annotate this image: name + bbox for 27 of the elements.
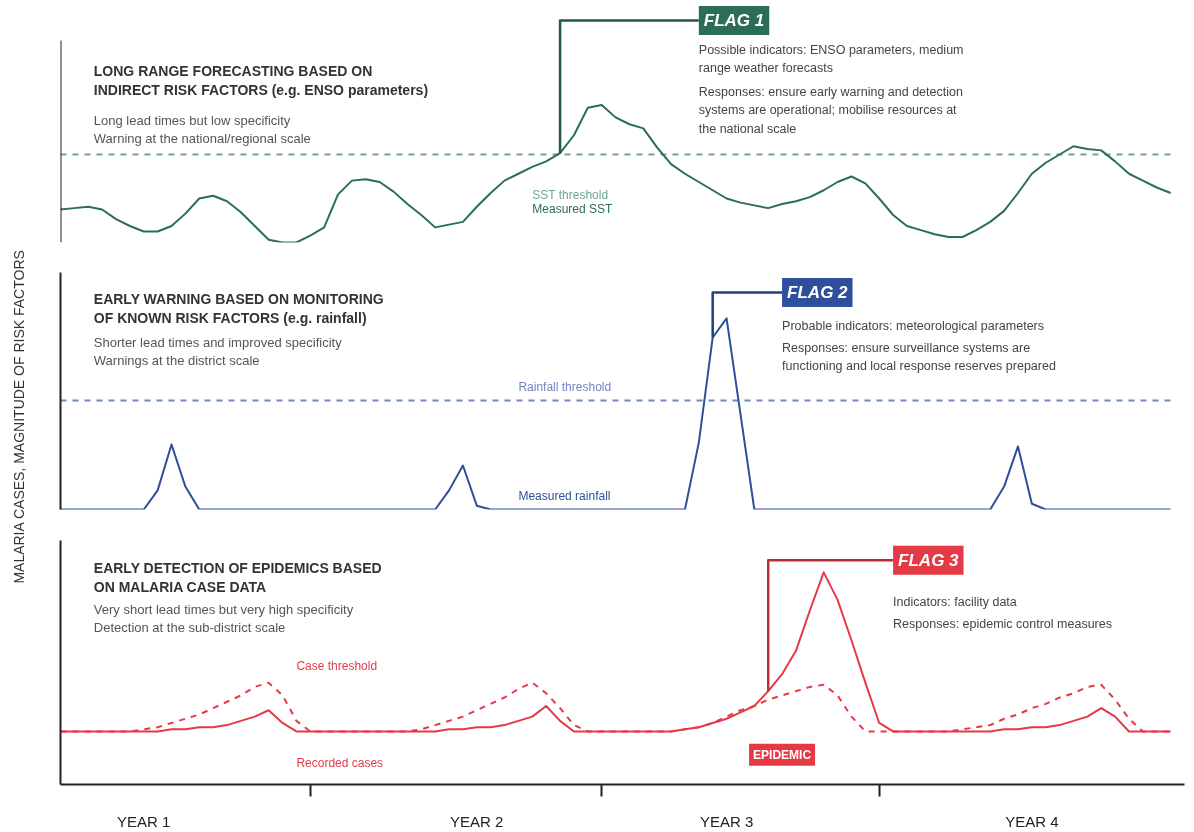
text: FLAG 1 bbox=[703, 11, 765, 30]
annotation: EPIDEMIC bbox=[753, 747, 812, 762]
x-tick-label: YEAR 1 bbox=[117, 812, 171, 830]
text: Recorded cases bbox=[296, 756, 384, 771]
text: Shorter lead times and improved specificity Warnings at the district scale bbox=[93, 334, 343, 369]
text: Long lead times but low specificity Warning at the national/regional scale bbox=[93, 112, 311, 147]
ref-line-label: Rainfall threshold bbox=[518, 379, 612, 394]
ref-line-label: SST threshold bbox=[532, 187, 609, 202]
series-label: Measured rainfall bbox=[518, 488, 611, 503]
annotation: Probable indicators: meteorological parameters bbox=[782, 318, 1045, 333]
annotation: Responses: ensure surveillance systems are functioning and local response reserves prepared bbox=[782, 340, 1056, 374]
text: Measured SST bbox=[532, 201, 614, 216]
chart-title: LONG RANGE FORECASTING BASED ON INDIRECT RISK FACTORS (e.g. ENSO parameters) bbox=[93, 62, 429, 98]
annotation: Responses: ensure early warning and detection systems are operational; mobilise resources at the national scale bbox=[698, 84, 963, 137]
x-tick-label: YEAR 3 bbox=[699, 812, 754, 830]
annotation: Indicators: facility data bbox=[893, 594, 1017, 609]
x-tick-label: YEAR 4 bbox=[1005, 812, 1059, 830]
y-axis-title: MALARIA CASES, MAGNITUDE OF RISK FACTORS bbox=[10, 250, 27, 584]
text: Possible indicators: ENSO parameters, medium range weather forecasts bbox=[698, 42, 964, 76]
chart-title: EARLY WARNING BASED ON MONITORING OF KNOWN RISK FACTORS (e.g. rainfall) bbox=[93, 290, 384, 326]
chart-title: EARLY DETECTION OF EPIDEMICS BASED ON MALARIA CASE DATA bbox=[93, 560, 382, 596]
text: Case threshold bbox=[296, 658, 378, 673]
x-tick-label: YEAR 2 bbox=[450, 812, 504, 830]
text: FLAG 2 bbox=[787, 283, 849, 302]
annotation: Responses: epidemic control measures bbox=[893, 616, 1112, 631]
text: Very short lead times but very high specificity Detection at the sub-district scale bbox=[93, 601, 354, 636]
text: FLAG 3 bbox=[898, 550, 960, 570]
